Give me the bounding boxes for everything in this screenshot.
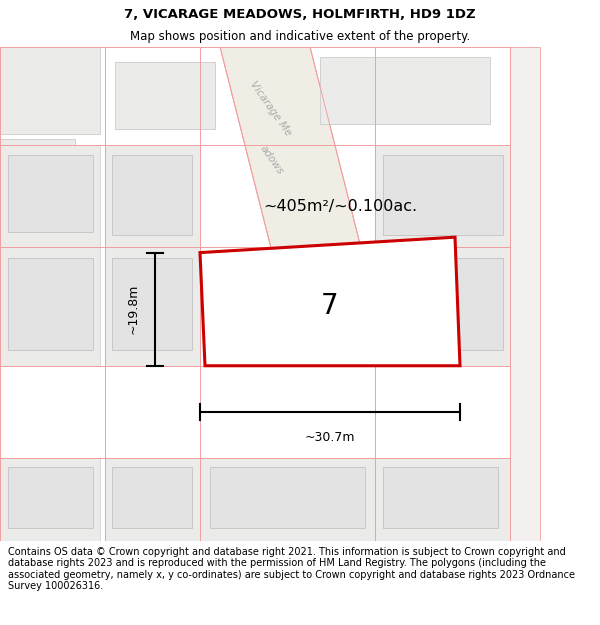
Polygon shape <box>0 144 100 248</box>
Text: 7: 7 <box>321 292 339 320</box>
Polygon shape <box>112 258 192 351</box>
Text: Contains OS data © Crown copyright and database right 2021. This information is : Contains OS data © Crown copyright and d… <box>8 546 575 591</box>
Polygon shape <box>0 458 100 541</box>
Polygon shape <box>200 237 460 366</box>
Polygon shape <box>8 466 93 528</box>
Polygon shape <box>115 62 215 129</box>
Polygon shape <box>8 258 93 351</box>
Polygon shape <box>112 466 192 528</box>
Polygon shape <box>510 47 540 541</box>
Text: Vicarage Me: Vicarage Me <box>248 79 293 138</box>
Polygon shape <box>220 47 370 284</box>
Text: ~19.8m: ~19.8m <box>127 284 139 334</box>
Text: adows: adows <box>258 144 285 176</box>
Polygon shape <box>105 248 200 366</box>
Polygon shape <box>0 139 75 191</box>
Polygon shape <box>0 248 100 366</box>
Polygon shape <box>105 458 200 541</box>
Text: Map shows position and indicative extent of the property.: Map shows position and indicative extent… <box>130 30 470 43</box>
Text: 7, VICARAGE MEADOWS, HOLMFIRTH, HD9 1DZ: 7, VICARAGE MEADOWS, HOLMFIRTH, HD9 1DZ <box>124 8 476 21</box>
Polygon shape <box>375 248 510 366</box>
Polygon shape <box>10 196 80 237</box>
Polygon shape <box>210 466 365 528</box>
Text: ~30.7m: ~30.7m <box>305 431 355 444</box>
Polygon shape <box>0 47 100 134</box>
Polygon shape <box>200 458 375 541</box>
Text: ~405m²/~0.100ac.: ~405m²/~0.100ac. <box>263 199 417 214</box>
Polygon shape <box>383 258 503 351</box>
Polygon shape <box>375 144 510 248</box>
Polygon shape <box>383 466 498 528</box>
Polygon shape <box>375 458 510 541</box>
Polygon shape <box>320 57 490 124</box>
Polygon shape <box>105 144 200 248</box>
Polygon shape <box>8 155 93 232</box>
Polygon shape <box>383 155 503 235</box>
Polygon shape <box>112 155 192 235</box>
